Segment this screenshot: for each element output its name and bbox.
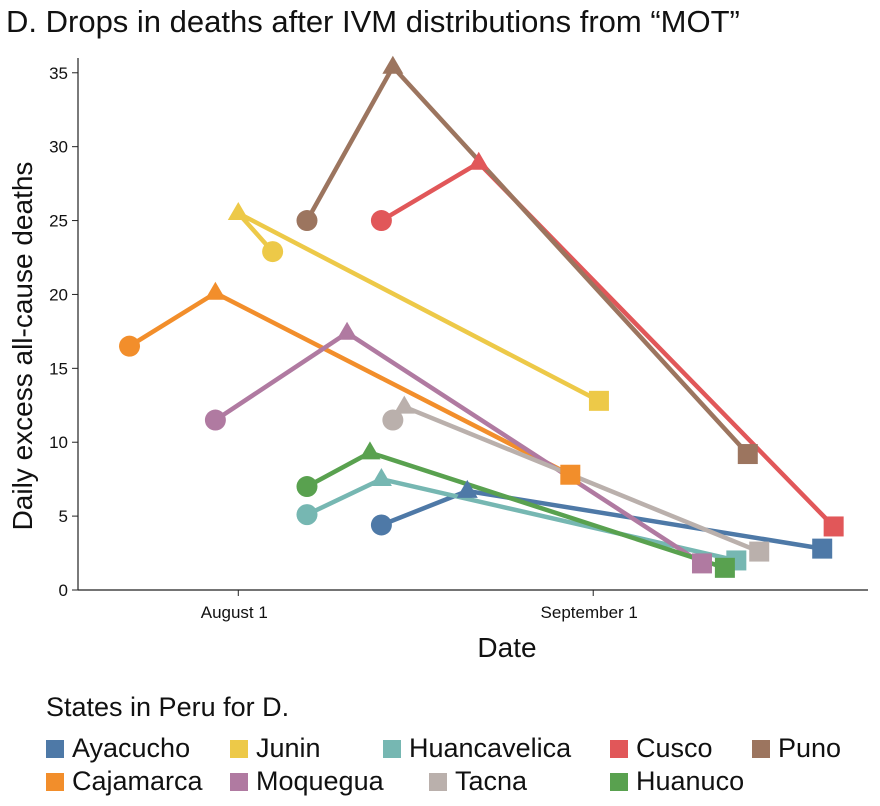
legend-item-junin: Junin: [230, 733, 321, 764]
legend-item-huancavelica: Huancavelica: [383, 733, 571, 764]
legend-item-tacna: Tacna: [429, 766, 527, 797]
legend-swatch: [429, 772, 447, 791]
marker-tacna-square: [749, 541, 770, 562]
marker-junin-square: [588, 390, 609, 411]
legend-swatch: [610, 739, 628, 758]
series-line-moquegua: [213, 330, 705, 566]
legend-item-ayacucho: Ayacucho: [46, 733, 190, 764]
y-tick-label: 5: [59, 507, 68, 526]
legend-item-moquegua: Moquegua: [230, 766, 384, 797]
marker-moquegua-circle: [204, 409, 226, 431]
marker-cusco-circle: [370, 210, 392, 232]
legend-swatch: [752, 739, 770, 758]
marker-ayacucho-square: [812, 538, 833, 559]
legend-label: Moquegua: [256, 766, 384, 796]
series-markers: [119, 55, 844, 578]
y-tick-label: 30: [49, 138, 68, 157]
y-tick-label: 25: [49, 212, 68, 231]
marker-huancavelica-circle: [296, 504, 318, 526]
marker-puno-circle: [296, 210, 318, 232]
marker-cusco-square: [823, 516, 844, 537]
legend-swatch: [230, 739, 248, 758]
legend-item-cusco: Cusco: [610, 733, 713, 764]
marker-huanuco-circle: [296, 476, 318, 498]
x-tick-label: August 1: [201, 603, 268, 622]
marker-puno-triangle: [382, 55, 404, 74]
legend-label: Junin: [256, 733, 321, 763]
y-tick-label: 20: [49, 285, 68, 304]
marker-huanuco-triangle: [359, 441, 381, 460]
series-line-huancavelica: [304, 476, 739, 563]
marker-moquegua-square: [691, 553, 712, 574]
x-tick-label: September 1: [541, 603, 638, 622]
marker-puno-square: [737, 444, 758, 465]
legend-swatch: [46, 772, 64, 791]
legend-label: Tacna: [455, 766, 528, 796]
marker-moquegua-triangle: [336, 321, 358, 340]
x-axis-label: Date: [477, 632, 536, 663]
marker-cajamarca-circle: [119, 335, 141, 357]
legend-item-puno: Puno: [752, 733, 841, 764]
marker-huanuco-square: [714, 557, 735, 578]
legend-title: States in Peru for D.: [46, 692, 290, 722]
legend-item-huanuco: Huanuco: [610, 766, 744, 797]
legend-item-cajamarca: Cajamarca: [46, 766, 203, 797]
marker-ayacucho-circle: [370, 514, 392, 536]
marker-cajamarca-square: [560, 464, 581, 485]
legend-label: Cusco: [636, 733, 713, 763]
axes: 0 5 10 15 20 25 30 35 August 1 September 1 Date Dai…: [7, 58, 868, 663]
legend-label: Huanuco: [636, 766, 745, 796]
marker-tacna-circle: [382, 409, 404, 431]
line-chart: 0 5 10 15 20 25 30 35 August 1 September 1 Date Dai…: [7, 55, 868, 663]
legend-swatch: [610, 772, 628, 791]
legend-swatch: [46, 739, 64, 758]
series-line-junin: [236, 210, 602, 404]
legend-swatch: [230, 772, 248, 791]
legend-label: Puno: [778, 733, 842, 763]
legend-label: Ayacucho: [72, 733, 191, 763]
marker-junin-circle: [262, 241, 284, 263]
y-tick-label: 35: [49, 64, 68, 83]
marker-tacna-triangle: [393, 395, 415, 414]
legend-swatch: [383, 739, 401, 758]
marker-ayacucho-triangle: [456, 479, 478, 498]
legend-label: Huancavelica: [409, 733, 572, 763]
series-line-puno: [304, 64, 751, 457]
y-tick-label: 0: [59, 581, 68, 600]
y-tick-label: 15: [49, 359, 68, 378]
series-lines: [127, 64, 836, 571]
marker-huancavelica-triangle: [370, 468, 392, 487]
y-tick-label: 10: [49, 433, 68, 452]
series-line-cusco: [379, 160, 836, 529]
chart-title: D. Drops in deaths after IVM distributio…: [6, 4, 740, 39]
legend-label: Cajamarca: [72, 766, 203, 796]
marker-cusco-triangle: [468, 151, 490, 170]
y-axis-label: Daily excess all-cause deaths: [7, 162, 38, 531]
marker-cajamarca-triangle: [204, 281, 226, 300]
marker-junin-triangle: [227, 202, 249, 221]
